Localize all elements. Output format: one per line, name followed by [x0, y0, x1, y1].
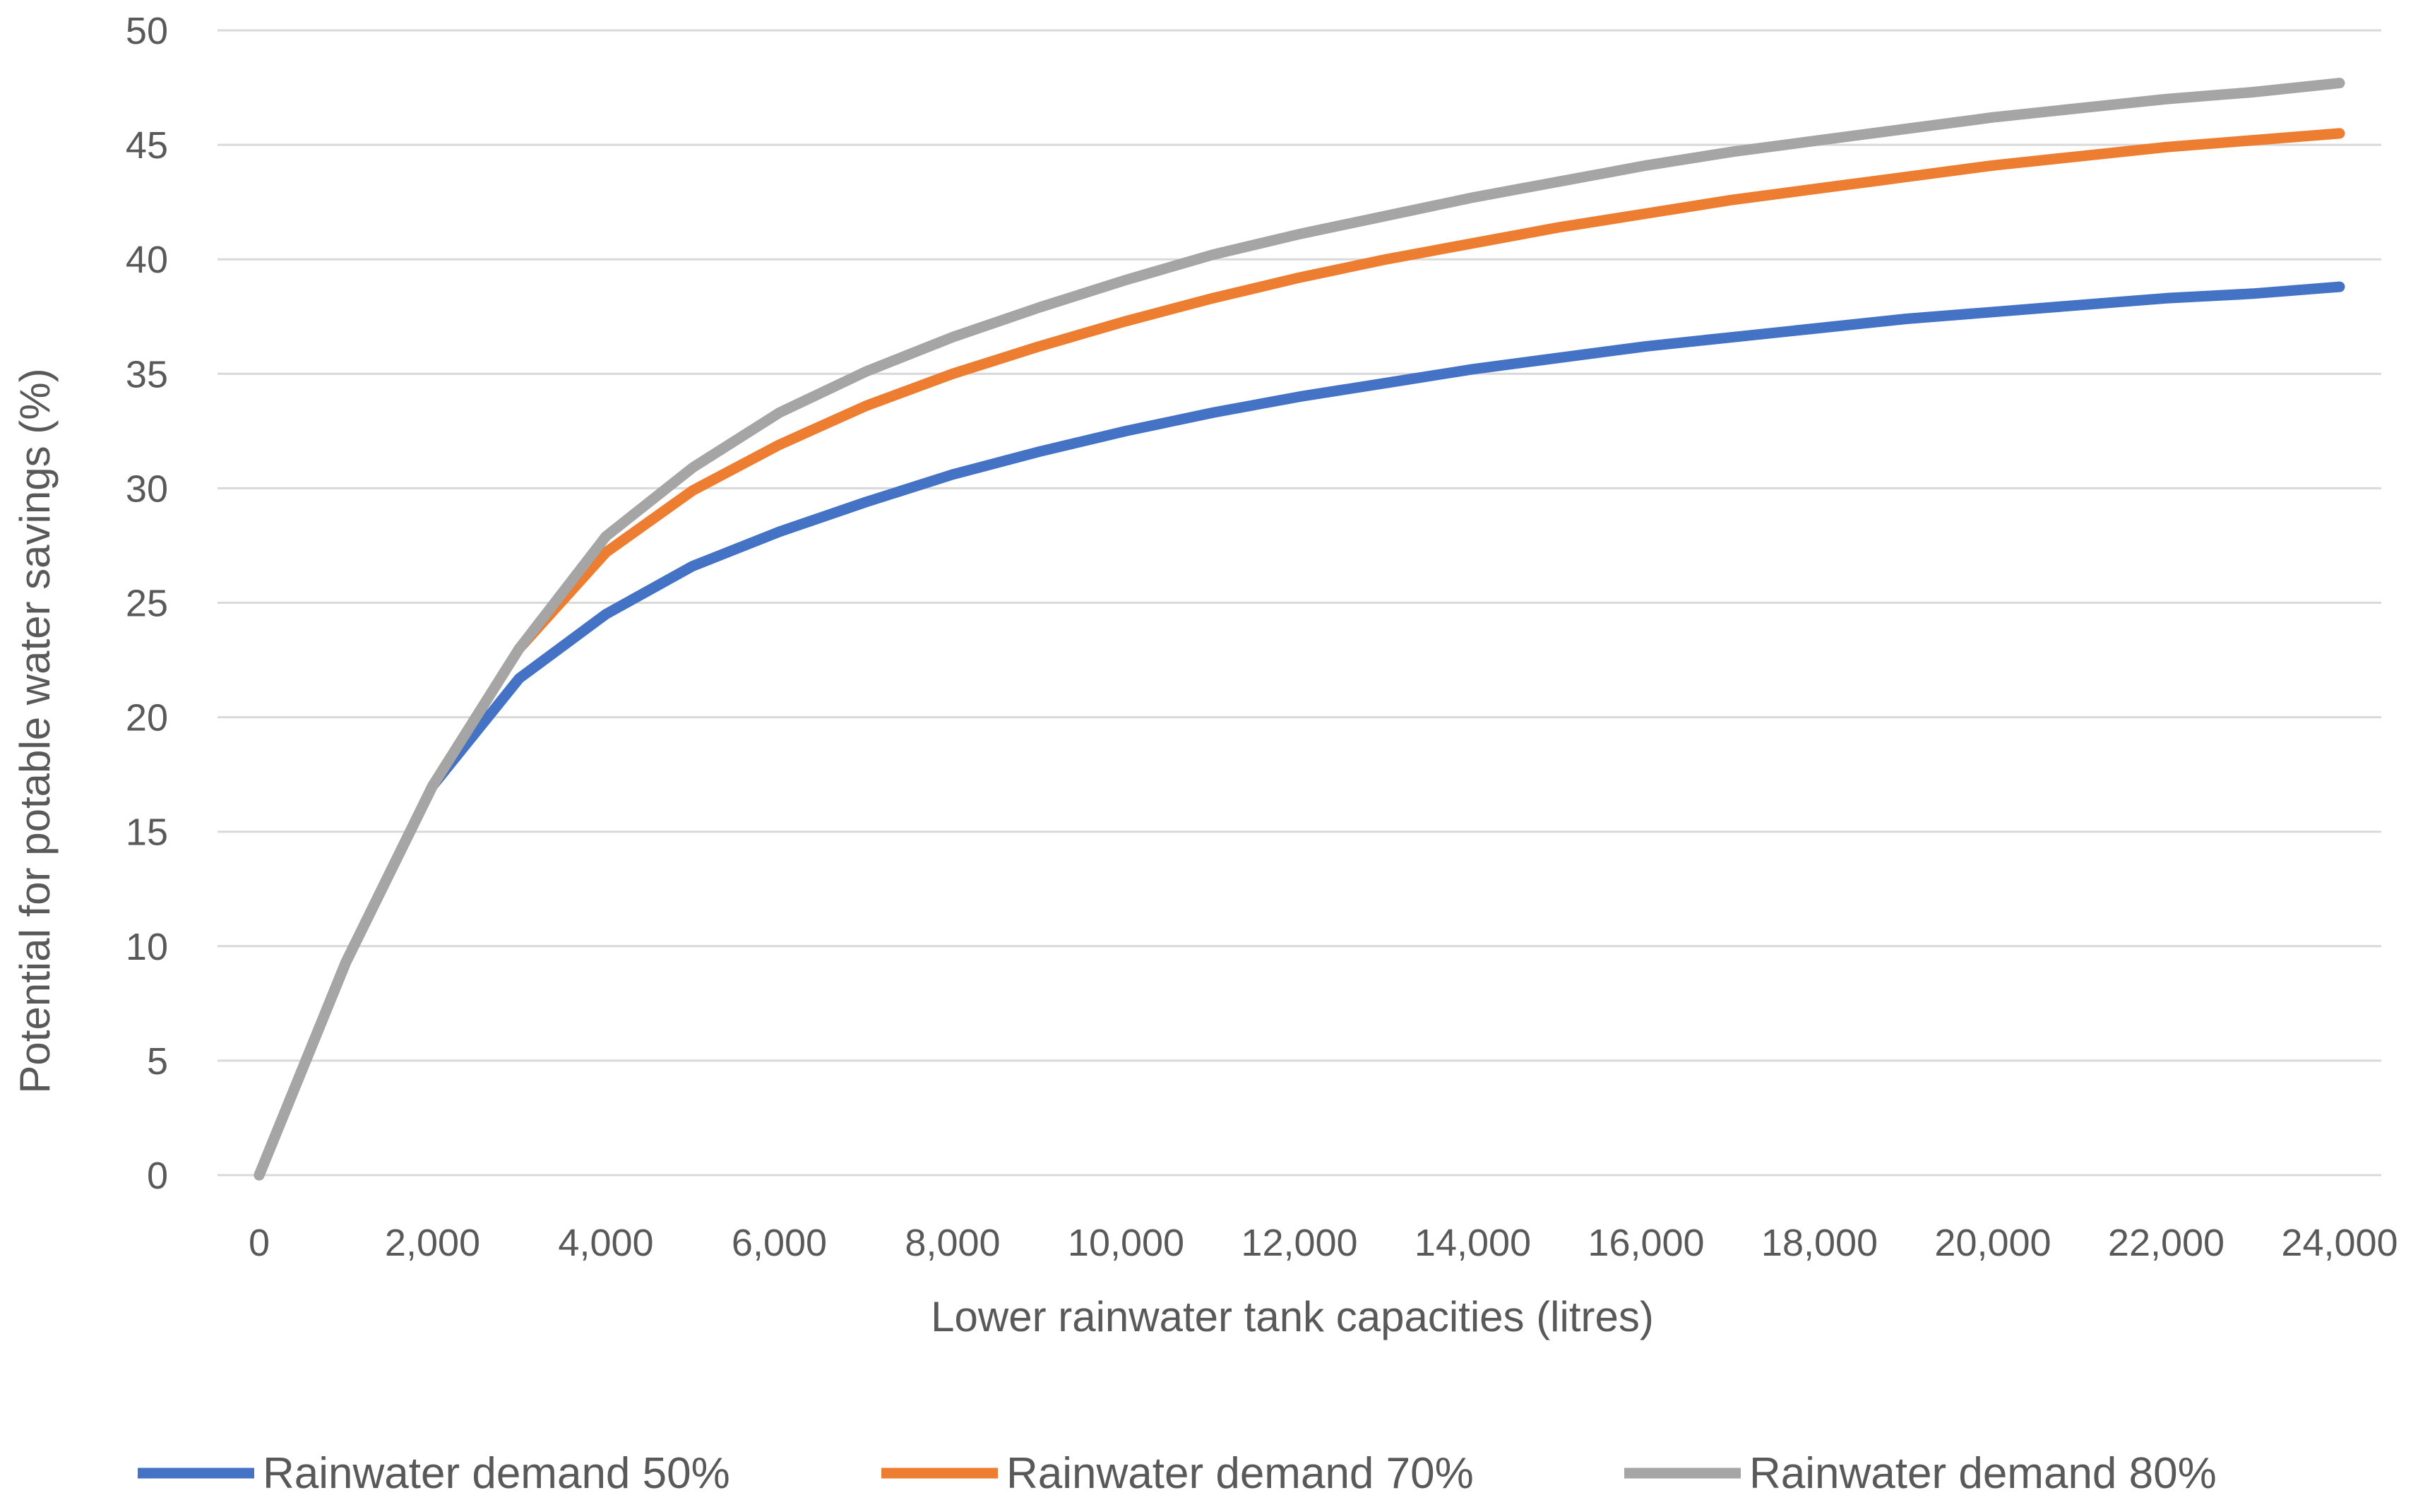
y-tick-label: 5 — [147, 1040, 168, 1083]
y-axis-title: Potential for potable water savings (%) — [11, 368, 59, 1093]
x-tick-label: 10,000 — [1068, 1222, 1184, 1264]
x-tick-label: 22,000 — [2108, 1222, 2225, 1264]
legend-label-demand-80: Rainwater demand 80% — [1749, 1449, 2217, 1498]
legend-item-demand-70: Rainwater demand 70% — [881, 1449, 1474, 1498]
x-tick-label: 14,000 — [1415, 1222, 1531, 1264]
gridlines — [218, 29, 2381, 1177]
series-lines — [254, 78, 2345, 1181]
y-tick-label: 0 — [147, 1155, 168, 1197]
x-axis-tick-labels: 0 2,000 4,000 6,000 8,000 10,000 12,000 14,000 1… — [249, 1222, 2398, 1264]
y-tick-label: 20 — [126, 697, 168, 739]
x-tick-label: 2,000 — [385, 1222, 480, 1264]
y-tick-label: 30 — [126, 468, 168, 510]
x-tick-label: 6,000 — [732, 1222, 827, 1264]
x-tick-label: 20,000 — [1934, 1222, 2051, 1264]
x-axis-title: Lower rainwater tank capacities (litres) — [931, 1293, 1654, 1340]
legend-item-demand-50: Rainwater demand 50% — [138, 1449, 730, 1498]
legend-item-demand-80: Rainwater demand 80% — [1624, 1449, 2217, 1498]
legend-label-demand-70: Rainwater demand 70% — [1006, 1449, 1474, 1498]
x-tick-label: 12,000 — [1241, 1222, 1357, 1264]
x-tick-label: 8,000 — [905, 1222, 1000, 1264]
x-tick-label: 18,000 — [1761, 1222, 1878, 1264]
y-tick-label: 45 — [126, 124, 168, 167]
series-line-rainwater-demand-50 — [254, 281, 2345, 1181]
y-tick-label: 35 — [126, 353, 168, 395]
y-tick-label: 15 — [126, 811, 168, 854]
x-tick-label: 24,000 — [2281, 1222, 2398, 1264]
y-tick-label: 10 — [126, 926, 168, 968]
x-tick-label: 16,000 — [1588, 1222, 1704, 1264]
y-axis-tick-labels: 0 5 10 15 20 25 30 35 40 45 50 — [126, 10, 168, 1197]
y-tick-label: 40 — [126, 239, 168, 281]
legend-label-demand-50: Rainwater demand 50% — [263, 1449, 730, 1498]
series-line-rainwater-demand-80 — [254, 78, 2345, 1181]
x-tick-label: 4,000 — [558, 1222, 653, 1264]
y-tick-label: 25 — [126, 583, 168, 625]
x-tick-label: 0 — [249, 1222, 270, 1264]
y-tick-label: 50 — [126, 10, 168, 52]
legend: Rainwater demand 50% Rainwater demand 70… — [138, 1449, 2217, 1498]
series-line-rainwater-demand-70 — [254, 128, 2345, 1181]
